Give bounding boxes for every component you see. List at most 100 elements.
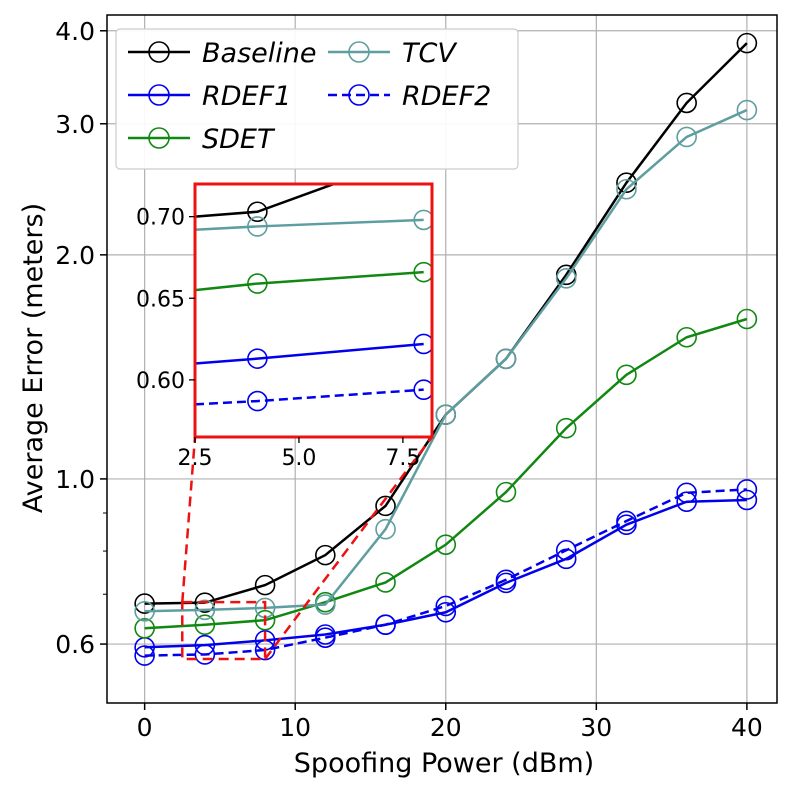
series-tcv <box>134 99 758 622</box>
data-point <box>676 92 697 114</box>
y-tick-label: 0.6 <box>55 630 95 659</box>
data-point <box>616 172 637 194</box>
y-axis-label: Average Error (meters) <box>18 203 49 513</box>
data-point <box>495 481 517 503</box>
data-point <box>435 601 457 623</box>
data-point <box>194 644 216 665</box>
inset-x-tick-label: 5.0 <box>281 446 316 471</box>
inset-y-tick-label: 0.65 <box>136 287 185 312</box>
data-point <box>495 348 517 370</box>
data-point <box>315 594 336 615</box>
data-point <box>375 518 396 540</box>
inset-data-point <box>247 348 268 369</box>
data-point <box>676 126 697 148</box>
inset-data-point <box>247 216 268 237</box>
data-point <box>555 417 577 439</box>
data-point <box>134 645 155 666</box>
inset-line-rdef1 <box>195 342 424 365</box>
inset-plot: 2.5 5.0 7.5 0.60 0.65 0.70 <box>136 182 434 471</box>
x-tick-label: 20 <box>430 713 462 742</box>
inset-line-tcv <box>195 218 424 231</box>
data-point <box>254 609 276 631</box>
inset-data-point <box>413 379 432 400</box>
series-line-sdet <box>144 317 748 630</box>
legend-item-tcv: TCV <box>328 38 458 69</box>
y-tick-label: 2.0 <box>55 241 95 270</box>
data-point <box>315 627 336 648</box>
data-point <box>435 595 457 617</box>
data-point <box>616 510 637 532</box>
data-point <box>736 99 758 121</box>
legend-label: Baseline <box>202 38 316 69</box>
inset-x-tick-label: 7.5 <box>385 446 420 471</box>
series-layer <box>134 32 758 666</box>
series-line-rdef1 <box>144 498 747 649</box>
data-point <box>676 326 697 348</box>
data-point <box>254 574 276 596</box>
legend-box <box>115 28 519 170</box>
inset-data-point <box>247 273 268 294</box>
legend-item-rdef1: RDEF1 <box>128 81 291 112</box>
data-point <box>676 482 697 504</box>
inset-data-point <box>413 333 432 355</box>
y-tick-label: 1.0 <box>55 465 95 494</box>
data-point <box>315 544 336 566</box>
inset-data-point <box>413 209 432 231</box>
plot-frame <box>106 14 778 704</box>
legend-marker <box>148 41 170 63</box>
zoom-indicator <box>181 436 433 661</box>
inset-series <box>195 184 432 412</box>
data-point <box>555 268 577 289</box>
data-point <box>435 534 457 555</box>
data-point <box>616 364 637 386</box>
legend-item-sdet: SDET <box>128 124 276 155</box>
inset-y-tick-label: 0.60 <box>136 369 185 394</box>
data-point <box>676 491 697 512</box>
legend-item-baseline: Baseline <box>128 38 316 69</box>
legend-label: RDEF1 <box>202 81 291 112</box>
data-point <box>375 572 396 593</box>
inset-data-point <box>413 261 432 283</box>
legend-marker <box>148 84 170 106</box>
inset-data-point <box>247 201 268 223</box>
legend-label: RDEF2 <box>402 81 491 112</box>
legend-marker <box>348 84 370 106</box>
data-point <box>736 479 758 500</box>
data-point <box>495 569 517 591</box>
data-point <box>736 308 758 330</box>
data-point <box>194 599 216 621</box>
inset-line-sdet <box>195 270 424 292</box>
data-point <box>736 32 758 54</box>
legend-label: TCV <box>402 38 458 69</box>
data-point <box>555 539 577 561</box>
x-tick-label: 40 <box>731 713 763 742</box>
data-point <box>616 178 637 200</box>
x-tick-label: 30 <box>580 713 612 742</box>
zoom-box <box>181 600 267 661</box>
x-axis-label: Spoofing Power (dBm) <box>294 748 594 779</box>
axes: 0 10 20 30 40 0.6 1.0 2.0 3.0 4.0 <box>55 14 778 742</box>
legend-marker <box>348 41 370 63</box>
legend-label: SDET <box>202 124 276 155</box>
data-point <box>134 593 155 614</box>
zoom-connector <box>181 436 197 603</box>
y-tick-label: 3.0 <box>55 110 95 139</box>
data-point <box>375 614 396 636</box>
legend: Baseline RDEF1 SDET TCV RDEF2 <box>115 28 519 170</box>
legend-item-rdef2: RDEF2 <box>328 81 491 112</box>
inset-data-point <box>247 390 268 412</box>
inset-line-rdef2 <box>195 388 424 406</box>
x-tick-label: 0 <box>137 713 153 742</box>
series-line-rdef2 <box>144 488 747 657</box>
y-tick-label: 4.0 <box>55 17 95 46</box>
legend-marker <box>148 127 170 149</box>
inset-frame <box>193 182 434 439</box>
data-point <box>194 614 216 636</box>
data-point <box>435 404 457 425</box>
inset-y-tick-label: 0.70 <box>136 206 185 231</box>
data-point <box>375 495 396 517</box>
inset-x-tick-label: 2.5 <box>178 446 213 471</box>
inset-line-baseline <box>195 184 338 218</box>
